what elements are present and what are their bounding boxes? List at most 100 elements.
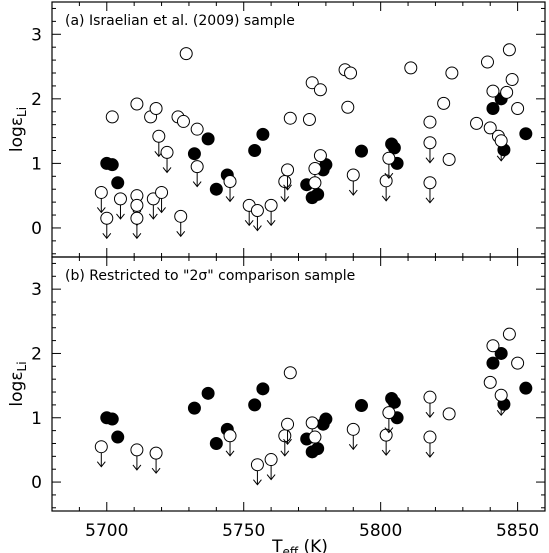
filled-data-point [319,412,333,426]
open-data-point [100,211,114,225]
upper-limit-arrow [384,418,394,434]
arrow-head [244,220,254,227]
open-data-point [264,453,278,467]
arrow-head [425,197,435,204]
filled-data-point [105,412,119,426]
upper-limit-arrow [244,211,254,227]
arrow-head [381,195,391,202]
arrow-head [310,451,320,458]
arrow-head [225,450,235,457]
y-tick-label: 1 [31,409,42,429]
open-data-point [494,134,508,148]
y-tick-label: 0 [31,473,42,493]
arrow-head [116,213,125,220]
x-tick-label: 5800 [359,521,402,541]
open-data-point [470,116,484,130]
upper-limit-arrow [425,443,435,458]
upper-limit-arrow [253,216,262,232]
arrow-head [157,207,166,214]
open-data-point [223,174,237,188]
arrow-head [102,232,112,240]
filled-data-point [354,144,368,158]
upper-limit-arrow [280,441,290,457]
open-data-point [130,198,144,212]
open-data-point [105,110,119,124]
y-axis-label: logεLi [7,107,29,152]
upper-limit-arrow [157,198,166,214]
x-tick-label: 5750 [222,521,265,541]
open-data-point [442,153,456,167]
y-tick-label: 3 [31,280,42,300]
open-data-point [341,100,355,114]
open-data-point [346,168,360,182]
open-data-point [149,102,163,116]
open-data-point [486,84,500,98]
open-data-point [423,176,437,190]
arrow-head [384,427,394,434]
open-data-point [130,443,144,457]
arrow-head [225,196,235,203]
y-axis-label-main: logε [7,117,27,152]
upper-limit-arrow [253,470,262,486]
open-data-point [264,198,278,212]
filled-data-point [187,147,201,161]
upper-limit-arrow [348,435,358,451]
arrow-head [425,157,435,164]
open-data-point [149,446,163,460]
panel-title: (a) Israelian et al. (2009) sample [65,13,295,29]
y-tick-label: 3 [31,25,42,45]
filled-data-point [209,182,223,196]
open-data-point [190,122,204,136]
open-data-point [502,327,516,341]
arrow-head [381,449,391,456]
filled-data-point [105,158,119,172]
open-data-point [278,429,292,443]
x-axis-label: Teff (K) [271,537,328,553]
open-data-point [152,129,166,143]
open-data-point [308,176,322,190]
open-data-point [305,76,319,90]
filled-data-point [494,346,508,360]
x-tick-label: 5700 [85,521,128,541]
open-data-point [500,85,514,99]
x-axis-label-main: T [271,537,283,553]
filled-data-point [248,143,262,157]
arrow-head [425,411,435,418]
x-axis-label-sub: eff [282,545,298,553]
arrow-head [132,464,142,471]
filled-data-point [111,176,125,190]
filled-data-point [201,132,215,146]
upper-limit-arrow [116,204,125,220]
arrow-head [266,220,276,227]
open-data-point [423,115,437,129]
filled-data-point [519,381,533,395]
upper-limit-arrow [132,224,142,240]
arrow-head [176,231,186,238]
open-data-point [437,96,451,110]
open-data-point [281,163,295,177]
open-data-point [250,204,264,218]
open-data-point [283,111,297,125]
y-axis-label: logεLi [7,361,29,406]
open-data-point [176,114,190,128]
open-data-point [445,66,459,80]
arrow-head [280,196,290,203]
open-data-point [174,209,188,223]
panel-b: 0 1 2 3 5700 5750 5800 5850 logεLi (b) Restricted… [7,256,546,541]
filled-data-point [354,399,368,413]
open-data-point [404,61,418,75]
open-data-point [308,430,322,444]
upper-limit-arrow [496,401,506,417]
arrow-head [253,225,262,232]
filled-data-point [248,398,262,412]
arrow-head [496,409,506,417]
upper-limit-arrow [102,224,112,240]
upper-limit-arrow [148,204,158,220]
open-data-point [308,162,322,176]
upper-limit-arrow [425,148,435,164]
upper-limit-arrow [266,465,276,481]
open-data-point [155,185,169,199]
upper-limit-arrow [283,175,292,191]
arrow-head [310,197,320,204]
y-axis-label-sub: Li [15,361,29,371]
